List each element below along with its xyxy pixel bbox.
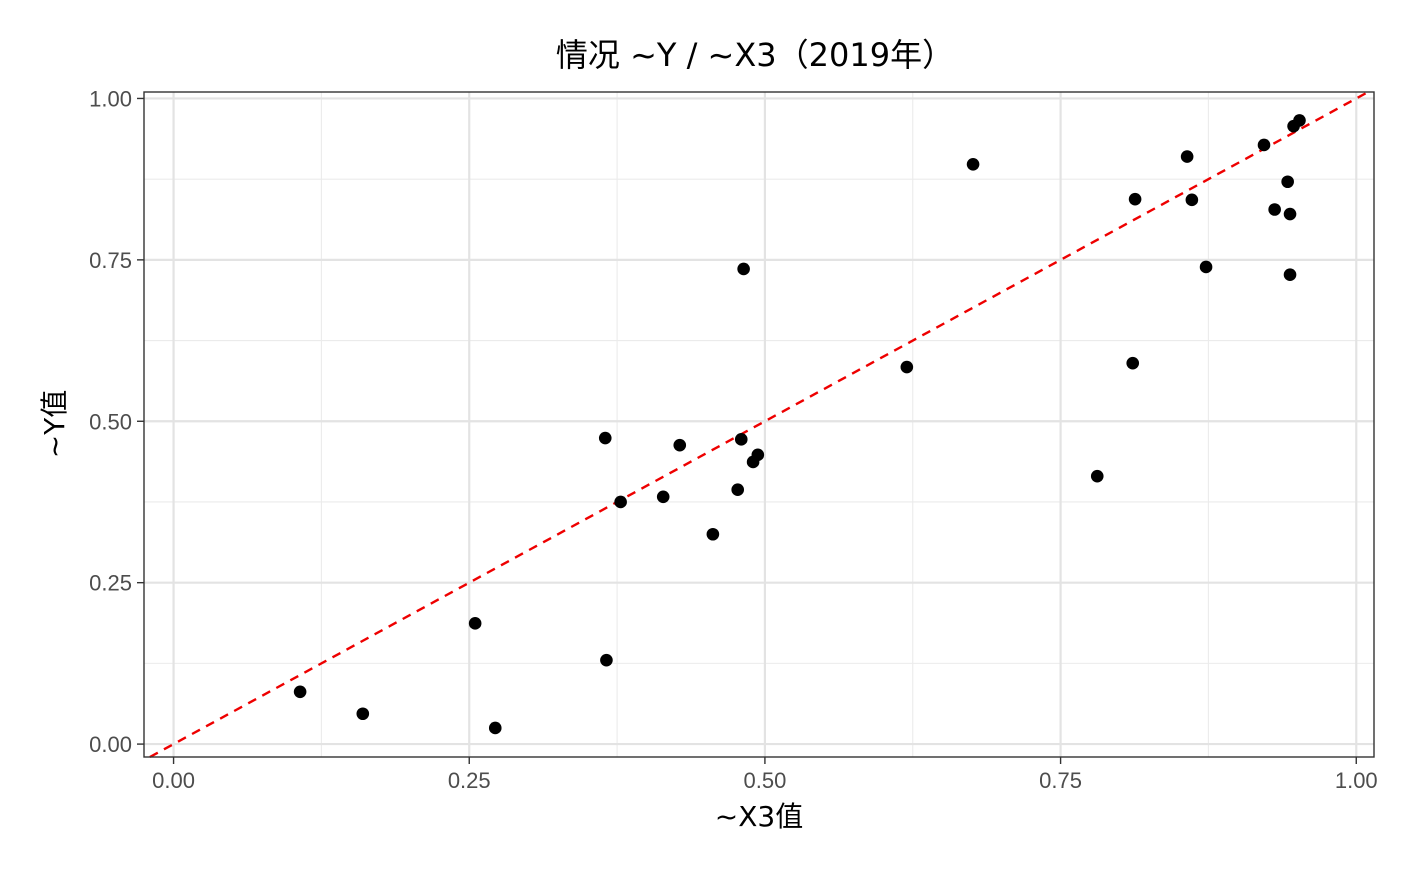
x-tick-label: 0.00 (152, 768, 195, 793)
reference-line-group (149, 90, 1369, 759)
data-point (1283, 268, 1297, 282)
y-axis-ticks: 0.00 0.25 0.50 0.75 1.00 (89, 86, 144, 757)
x-axis-title: ~X3值 (715, 800, 803, 833)
y-axis-title: ~Y值 (38, 390, 71, 459)
y-tick-label: 0.25 (89, 571, 132, 596)
data-point (1185, 193, 1199, 207)
data-points (293, 114, 1306, 735)
data-point (900, 360, 914, 374)
data-point (966, 158, 980, 171)
data-point (673, 438, 687, 452)
data-point (734, 433, 748, 446)
data-point (468, 617, 482, 630)
chart-title: 情况 ~Y / ~X3（2019年） (556, 36, 954, 74)
data-point (1268, 203, 1281, 216)
data-point (706, 527, 720, 541)
data-point (656, 490, 670, 504)
data-point (1199, 260, 1213, 274)
x-tick-label: 1.00 (1335, 768, 1378, 793)
x-tick-label: 0.75 (1039, 768, 1082, 793)
x-axis-ticks: 0.00 0.25 0.50 0.75 1.00 (152, 757, 1378, 793)
data-point (598, 431, 612, 445)
data-point (731, 483, 745, 497)
data-point (1128, 192, 1142, 206)
y-tick-label: 1.00 (89, 86, 132, 111)
data-point (600, 653, 613, 667)
data-point (356, 707, 370, 721)
data-point (1283, 207, 1297, 221)
grid-lines (144, 92, 1374, 757)
data-point (1257, 138, 1271, 152)
x-tick-label: 0.50 (743, 768, 786, 793)
x-tick-label: 0.25 (448, 768, 491, 793)
data-point (1090, 469, 1104, 483)
reference-line (149, 90, 1369, 759)
data-point (1180, 150, 1194, 163)
y-tick-label: 0.75 (89, 248, 132, 273)
data-point (737, 262, 750, 276)
data-point (1293, 114, 1306, 127)
data-point (751, 448, 765, 462)
data-point (614, 495, 627, 509)
plot-panel-border (143, 91, 1375, 758)
data-point (488, 721, 502, 735)
y-tick-label: 0.50 (89, 409, 132, 434)
y-tick-label: 0.00 (89, 732, 132, 757)
data-point (1126, 356, 1140, 370)
data-point (1281, 175, 1294, 189)
data-point (293, 685, 307, 699)
